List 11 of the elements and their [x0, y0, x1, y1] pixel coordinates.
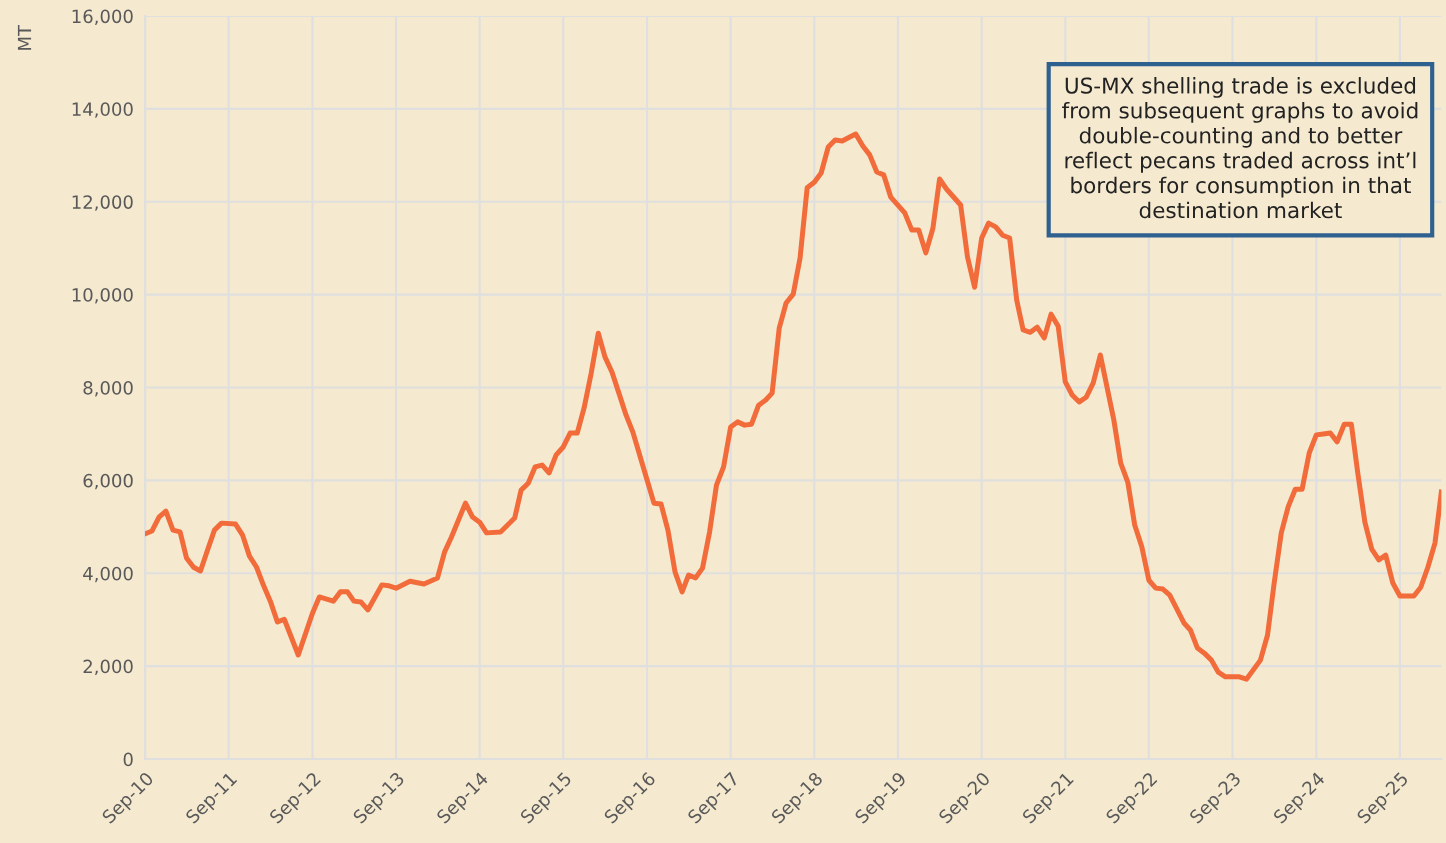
y-tick-label: 14,000	[72, 102, 133, 118]
y-axis-title: MT	[17, 24, 32, 50]
y-tick-label: 0	[123, 752, 133, 767]
y-tick-label: 2,000	[83, 659, 133, 676]
y-tick-label: 16,000	[72, 9, 133, 25]
y-tick-label: 4,000	[83, 566, 133, 583]
y-tick-label: 12,000	[72, 195, 133, 211]
y-tick-label: 10,000	[72, 288, 133, 304]
annotation: US-MX shelling trade is excluded from subsequent graphs to avoid double-counting and to better reflect pecans traded across int’l borders for consumption in that destination market	[1062, 77, 1418, 219]
y-tick-label: 6,000	[83, 473, 133, 490]
y-tick-label: 8,000	[83, 380, 133, 397]
